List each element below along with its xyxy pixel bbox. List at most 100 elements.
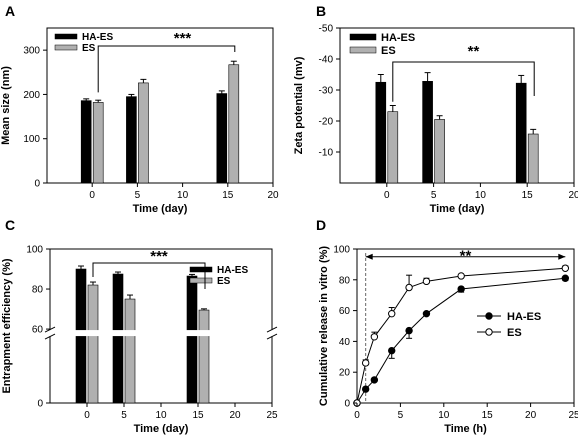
panel-d-point-es — [457, 272, 465, 280]
panel-c-significance-label: *** — [150, 248, 168, 265]
panel-c-legend-swatch — [189, 277, 213, 284]
panel-b-bar-ha-es — [515, 82, 527, 184]
panel-c-axis-break-gap — [44, 330, 278, 337]
panel-d-y-tick-label: 0 — [344, 399, 350, 410]
panel-a-bar-ha-es — [216, 93, 228, 184]
panel-a-x-axis-title: Time (day) — [133, 203, 188, 215]
panel-b-x-axis-title: Time (day) — [430, 203, 485, 215]
panel-d-letter: D — [316, 217, 326, 233]
panel-d-point-ha-es — [370, 376, 379, 384]
panel-c-x-tick-label: 15 — [192, 410, 204, 421]
panel-d-legend-marker — [485, 328, 493, 336]
panel-d-y-tick-label: 100 — [333, 245, 350, 256]
panel-c-letter: C — [5, 217, 15, 233]
panel-d-y-tick-label: 80 — [339, 275, 351, 286]
panel-c-bar-ha-es — [112, 273, 124, 404]
panel-a-y-axis-title: Mean size (nm) — [0, 66, 12, 145]
panel-a-legend-swatch — [54, 44, 78, 51]
panel-a-significance-bracket — [97, 45, 236, 93]
panel-b-letter: B — [316, 3, 326, 19]
panel-a-x-tick-label: 20 — [267, 190, 279, 201]
panel-a-bar-ha-es — [80, 100, 92, 184]
panel-c-bar-ha-es — [186, 275, 198, 404]
panel-b-x-tick-label: 15 — [522, 190, 534, 201]
panel-d-x-tick-label: 0 — [354, 410, 360, 421]
panel-c-bar-es — [87, 284, 99, 404]
panel-b-legend-swatch — [349, 46, 377, 54]
panel-a-y-tick-label: 100 — [23, 134, 40, 145]
panel-d-point-es — [422, 277, 431, 286]
panel-d-x-axis-title: Time (h) — [444, 423, 487, 435]
panel-a-legend-label: HA-ES — [82, 32, 113, 43]
panel-b-y-tick-label: -30 — [319, 86, 334, 97]
panel-c-x-tick-label: 10 — [155, 410, 167, 421]
panel-b-x-tick-label: 5 — [431, 190, 437, 201]
panel-c-y-tick-label: 100 — [26, 245, 43, 256]
panel-b-y-tick-label: -20 — [319, 117, 334, 128]
panel-a-y-tick-label: 200 — [23, 90, 40, 101]
panel-b-x-tick-label: 0 — [384, 190, 390, 201]
panel-c-y-tick-label: 0 — [37, 399, 43, 410]
panel-d-y-tick-label: 20 — [339, 368, 351, 379]
panel-d-legend-marker — [485, 312, 493, 320]
panel-a-y-tick-label: 0 — [34, 179, 40, 190]
panel-d-significance-label: ** — [460, 248, 472, 265]
panel-b-bar-es — [527, 133, 539, 184]
panel-c-x-tick-label: 0 — [84, 410, 90, 421]
panel-d-point-ha-es — [561, 274, 570, 282]
panel-b-x-tick-label: 10 — [475, 190, 487, 201]
panel-a-y-tick-label: 300 — [23, 46, 40, 57]
panel-d-arrow-head-right — [558, 253, 566, 260]
panel-c-y-axis-title: Entrapment efficiency (%) — [1, 258, 13, 393]
panel-d-y-tick-label: 40 — [339, 337, 351, 348]
panel-c-y-tick-label: 80 — [32, 285, 44, 296]
panel-a-legend-label: ES — [82, 43, 96, 54]
panel-a-bar-ha-es — [126, 96, 137, 184]
panel-d-point-ha-es — [405, 326, 413, 335]
panel-c-axis-break-mark — [266, 333, 278, 340]
panel-c-legend-swatch — [189, 266, 213, 273]
panel-a-bar-es — [92, 102, 104, 184]
panel-d-point-es — [370, 333, 379, 341]
panel-d-plot-frame — [356, 248, 575, 404]
panel-c-significance-bracket — [92, 262, 206, 289]
panel-d-x-tick-label: 5 — [398, 410, 404, 421]
panel-b-bar-ha-es — [422, 81, 433, 184]
panel-a-bar-es — [228, 64, 240, 184]
panel-d-point-ha-es — [422, 309, 431, 318]
panel-d-point-es — [405, 283, 413, 292]
panel-b-legend-label: HA-ES — [381, 32, 415, 44]
panel-b-significance-label: ** — [468, 43, 480, 60]
panel-d-y-axis-title: Cumulative release in vitro (%) — [318, 246, 330, 406]
panel-d-x-tick-label: 20 — [525, 410, 537, 421]
panel-b-legend-swatch — [349, 33, 377, 41]
panel-b-bar-ha-es — [375, 81, 387, 184]
panel-c-x-tick-label: 25 — [266, 410, 278, 421]
panel-d-x-tick-label: 15 — [482, 410, 494, 421]
panel-d-x-tick-label: 10 — [438, 410, 450, 421]
panel-a-x-tick-label: 5 — [135, 190, 141, 201]
panel-b-significance-bracket — [392, 61, 535, 102]
panel-b-plot-frame — [339, 27, 575, 184]
panel-d-point-es — [388, 309, 396, 318]
panel-c-axis-break-mark — [266, 326, 278, 333]
panel-d-point-es — [361, 359, 370, 367]
panel-d-line-ha-es — [356, 277, 566, 404]
panel-a-x-tick-label: 10 — [177, 190, 189, 201]
panel-a-plot-frame — [46, 27, 274, 184]
panel-b-y-tick-label: -40 — [319, 55, 334, 66]
panel-c-bar-es — [198, 309, 210, 404]
panel-b-y-tick-label: -50 — [319, 24, 334, 35]
panel-c-y-tick-label: 60 — [32, 325, 44, 336]
panel-c-legend-label: ES — [217, 276, 231, 287]
panel-c-legend-label: HA-ES — [217, 265, 248, 276]
panel-d-point-ha-es — [457, 285, 465, 293]
panel-a-letter: A — [5, 3, 15, 19]
panel-d-arrow-head-left — [365, 253, 373, 260]
panel-d-line-es — [356, 267, 566, 404]
panel-d-point-ha-es — [388, 346, 396, 355]
panel-a-x-tick-label: 15 — [222, 190, 234, 201]
panel-d-y-tick-label: 60 — [339, 306, 351, 317]
panel-d-legend-label: ES — [507, 327, 522, 339]
